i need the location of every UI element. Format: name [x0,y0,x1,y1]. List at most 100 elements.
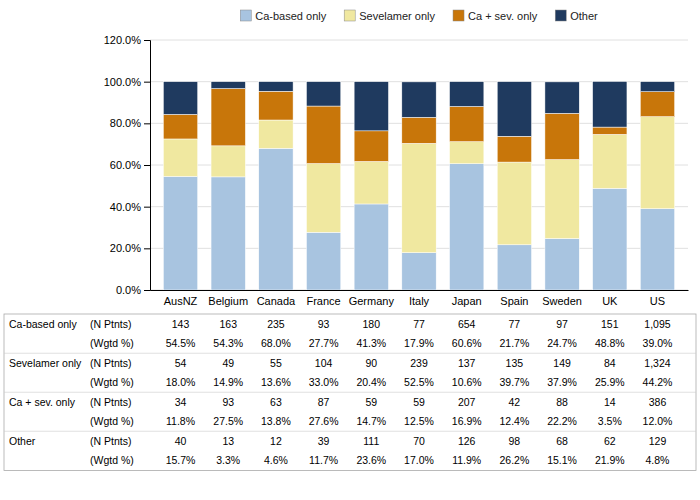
table-cell: 15.7% [166,454,196,466]
table-cell: 42 [509,396,521,408]
bar [545,239,579,290]
table-cell: 59 [413,396,425,408]
table-separator [4,431,696,432]
table-cell: 22.2% [547,415,577,427]
bar [354,82,388,131]
table-cell: 180 [363,318,381,330]
table-cell: 55 [270,357,282,369]
x-tick: UK [602,295,618,307]
table-cell: 3.3% [216,454,240,466]
legend-swatch [344,10,355,21]
bar [163,139,197,177]
table-cell: 68 [556,435,568,447]
table-cell: 33.0% [309,376,339,388]
table-group-label: Other [9,435,36,447]
table-cell: 23.6% [356,454,386,466]
table-cell: 15.1% [547,454,577,466]
x-tick: Belgium [208,295,248,307]
bar [593,188,627,290]
y-tick-label: 0.0% [116,284,141,296]
grid-line [150,40,688,41]
table-cell: 24.7% [547,337,577,349]
table-cell: 13 [222,435,234,447]
legend-swatch [555,10,566,21]
y-tick-label: 40.0% [110,201,141,213]
table-cell: 49 [222,357,234,369]
y-tick-mark [144,165,150,166]
table-cell: 11.7% [309,454,338,466]
table-cell: 25.9% [595,376,625,388]
y-axis: 0.0%20.0%40.0%60.0%80.0%100.0%120.0% [104,34,151,296]
y-tick-label: 100.0% [104,76,142,88]
table-cell: 93 [318,318,330,330]
table-row-label: (Wgtd %) [90,454,134,466]
table-cell: 149 [553,357,571,369]
bar [450,164,484,290]
legend-swatch [453,10,464,21]
x-tick: AusNZ [164,295,198,307]
table-group-label: Ca-based only [9,318,77,330]
bar [259,82,293,92]
table-cell: 13.8% [261,415,291,427]
bar [545,113,579,159]
table-cell: 88 [556,396,568,408]
y-tick: 0.0% [116,284,150,296]
bar [640,209,674,290]
x-axis: AusNZBelgiumCanadaFranceGermanyItalyJapa… [151,291,689,307]
x-tick: Italy [409,295,430,307]
legend-item: Ca-based only [240,10,326,22]
table-cell: 10.6% [452,376,482,388]
bar [402,143,436,252]
table-cell: 12.5% [404,415,434,427]
table-cell: 4.8% [646,454,670,466]
y-tick-label: 120.0% [104,34,142,46]
table-cell: 39.7% [499,376,529,388]
table-row-label: (N Ptnts) [90,396,131,408]
bar [593,127,627,134]
legend-item: Ca + sev. only [453,10,538,22]
table-cell: 12 [270,435,282,447]
table-cell: 654 [458,318,476,330]
table-cell: 126 [458,435,476,447]
table-cell: 98 [509,435,521,447]
bar [545,82,579,113]
legend-item: Other [555,10,598,22]
bar [211,146,245,177]
y-tick-mark [144,82,150,83]
bar [497,245,531,290]
bar [497,162,531,245]
table-cell: 207 [458,396,476,408]
table-group-label: Sevelamer only [9,357,82,369]
y-tick-mark [144,40,150,41]
table-cell: 4.6% [264,454,288,466]
bar [259,120,293,148]
table-cell: 62 [604,435,616,447]
legend-item: Sevelamer only [344,10,435,22]
table-border [4,314,696,471]
bar [354,131,388,162]
legend-label: Sevelamer only [359,10,435,22]
table-cell: 14.7% [356,415,386,427]
table-cell: 52.5% [404,376,434,388]
x-tick-label: AusNZ [164,295,198,307]
x-tick-label: Germany [349,295,395,307]
x-axis-line [151,290,689,291]
table-row-label: (Wgtd %) [90,415,134,427]
table-cell: 84 [604,357,616,369]
bar [163,82,197,115]
bar [640,117,674,209]
bar [306,164,340,233]
bar-series [163,81,674,136]
table-cell: 111 [363,435,379,447]
y-tick-mark [144,248,150,249]
bar [211,82,245,89]
table-row-label: (N Ptnts) [90,435,131,447]
grid [150,40,688,290]
x-tick: US [650,295,665,307]
table-cell: 137 [458,357,476,369]
bars [163,81,674,290]
bar [593,134,627,188]
x-tick-label: Canada [257,295,296,307]
x-tick-label: Sweden [542,295,582,307]
table-cell: 44.2% [643,376,673,388]
